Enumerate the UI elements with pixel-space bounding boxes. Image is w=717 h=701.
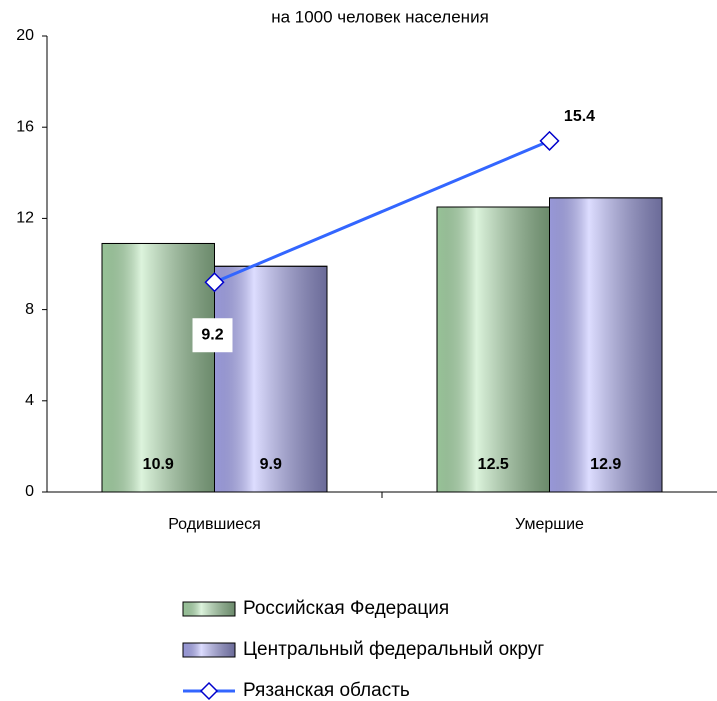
line-marker (539, 130, 560, 151)
value-label: 12.9 (590, 456, 621, 473)
legend-label: Центральный федеральный округ (243, 639, 544, 660)
x-tick-label: Умершие (515, 516, 584, 533)
bar-shade (436, 206, 550, 493)
x-tick-label: Родившиеся (168, 516, 261, 533)
legend-swatch-shade (182, 642, 236, 658)
value-label: 10.9 (143, 456, 174, 473)
y-tick-label: 4 (25, 392, 34, 409)
line-marker (204, 272, 225, 293)
legend-label: Рязанская область (243, 680, 410, 701)
legend-swatch-shade (182, 601, 236, 617)
value-label: 12.5 (478, 456, 509, 473)
chart-title: на 1000 человек населения (271, 7, 489, 26)
legend-marker (199, 681, 219, 701)
bar-shade (214, 265, 328, 493)
bar-shade (101, 242, 215, 493)
value-label-box (192, 318, 233, 353)
y-tick-label: 0 (25, 483, 34, 500)
y-tick-label: 16 (16, 118, 34, 135)
y-tick-label: 8 (25, 301, 34, 318)
value-label: 9.9 (260, 456, 282, 473)
value-label: 9.2 (201, 326, 223, 343)
bar-shade (549, 197, 663, 493)
y-tick-label: 12 (16, 210, 34, 227)
value-label: 15.4 (564, 108, 595, 125)
line (213, 139, 551, 284)
y-tick-label: 20 (16, 27, 34, 44)
legend-label: Российская Федерация (243, 598, 449, 619)
